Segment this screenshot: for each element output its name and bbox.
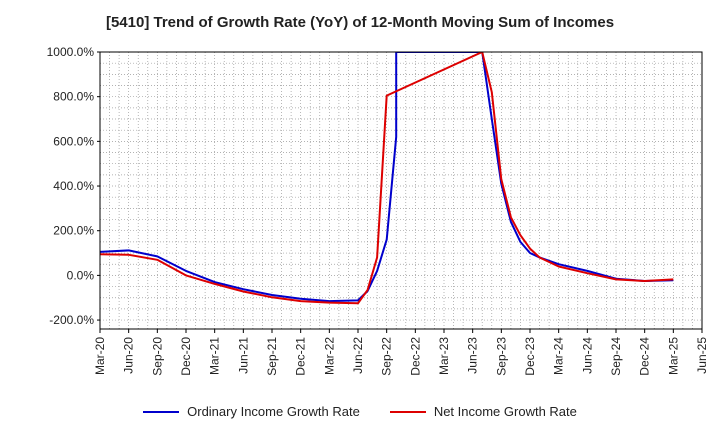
plot-frame [99,51,703,330]
legend-item-ordinary: Ordinary Income Growth Rate [143,404,360,419]
legend-swatch-ordinary [143,410,180,413]
grid-lines [100,52,702,329]
y-tick-label: 1000.0% [47,45,95,59]
x-tick-label: Jun-24 [580,337,594,374]
x-tick-label: Jun-20 [122,337,136,374]
y-axis-ticks: 1000.0% 800.0% 600.0% 400.0% 200.0% 0.0% -200.… [47,45,100,327]
x-tick-label: Sep-20 [150,337,164,376]
legend: Ordinary Income Growth Rate Net Income G… [0,404,720,419]
x-tick-label: Mar-25 [666,337,680,375]
x-tick-label: Dec-20 [179,337,193,376]
x-tick-label: Mar-22 [322,337,336,375]
x-tick-label: Sep-22 [380,337,394,376]
y-tick-label: 200.0% [53,224,94,238]
legend-item-net: Net Income Growth Rate [389,404,577,419]
x-tick-label: Mar-21 [208,337,222,375]
y-tick-label: 800.0% [53,90,94,104]
x-tick-label: Dec-21 [294,337,308,376]
x-tick-label: Mar-24 [552,337,566,375]
legend-label-ordinary: Ordinary Income Growth Rate [187,404,360,419]
y-tick-label: 400.0% [53,179,94,193]
y-tick-label: 0.0% [67,268,95,282]
x-tick-label: Dec-23 [523,337,537,376]
y-tick-label: 600.0% [53,134,94,148]
legend-swatch-net [389,410,426,413]
x-tick-label: Mar-20 [93,337,107,375]
series-line-ordinary-income [100,52,674,303]
x-tick-label: Sep-24 [609,337,623,376]
x-tick-label: Mar-23 [437,337,451,375]
y-tick-label: -200.0% [49,313,94,327]
x-tick-label: Jun-25 [695,337,709,374]
x-tick-label: Dec-22 [408,337,422,376]
x-tick-label: Jun-23 [466,337,480,374]
chart-title: [5410] Trend of Growth Rate (YoY) of 12-… [105,14,615,31]
series-layer [100,52,674,305]
legend-label-net: Net Income Growth Rate [433,404,577,419]
x-tick-label: Jun-22 [351,337,365,374]
x-axis-ticks: Mar-20 Jun-20 Sep-20 Dec-20 Mar-21 Jun-21 Sep-… [93,329,709,376]
series-line-net-income [100,52,674,305]
x-tick-label: Jun-21 [236,337,250,374]
x-tick-label: Sep-23 [494,337,508,376]
x-tick-label: Sep-21 [265,337,279,376]
x-tick-label: Dec-24 [638,337,652,376]
